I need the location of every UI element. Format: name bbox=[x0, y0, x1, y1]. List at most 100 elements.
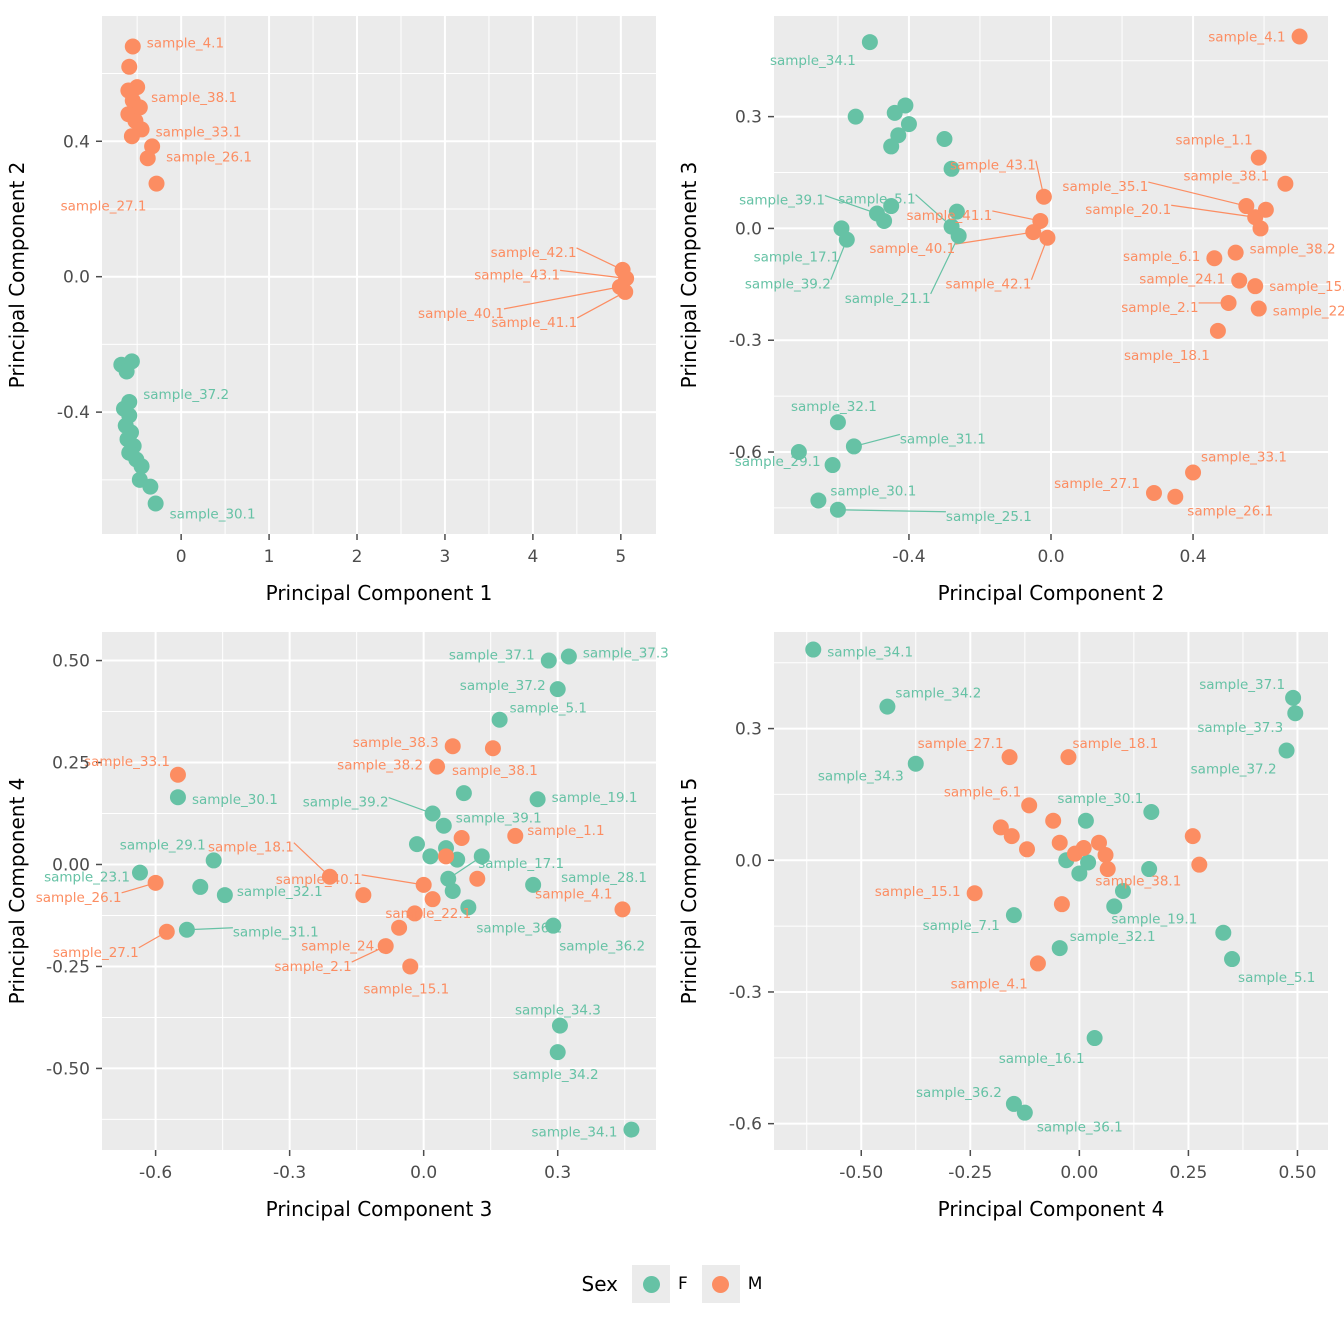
svg-text:sample_27.1: sample_27.1 bbox=[918, 736, 1004, 752]
svg-text:sample_19.1: sample_19.1 bbox=[552, 790, 638, 806]
svg-text:sample_4.1: sample_4.1 bbox=[951, 976, 1028, 992]
svg-text:sample_39.1: sample_39.1 bbox=[456, 811, 542, 827]
svg-text:sample_40.1: sample_40.1 bbox=[276, 872, 362, 888]
svg-text:sample_38.2: sample_38.2 bbox=[1250, 242, 1336, 258]
svg-text:sample_19.1: sample_19.1 bbox=[1111, 912, 1197, 928]
svg-text:sample_15.1: sample_15.1 bbox=[1269, 279, 1344, 295]
svg-text:3: 3 bbox=[440, 547, 451, 567]
svg-text:sample_37.3: sample_37.3 bbox=[583, 645, 669, 661]
scatter-svg: sample_34.1 sample_34.2 sample_34.3 sample_… bbox=[677, 632, 1328, 1221]
svg-text:sample_34.3: sample_34.3 bbox=[818, 769, 904, 785]
svg-text:sample_38.1: sample_38.1 bbox=[452, 763, 538, 779]
svg-text:0.3: 0.3 bbox=[544, 1163, 571, 1183]
svg-text:sample_33.1: sample_33.1 bbox=[156, 124, 242, 140]
svg-text:sample_34.2: sample_34.2 bbox=[895, 686, 981, 702]
svg-text:0.0: 0.0 bbox=[735, 851, 762, 871]
svg-text:sample_2.1: sample_2.1 bbox=[1121, 300, 1198, 316]
svg-text:sample_32.1: sample_32.1 bbox=[237, 884, 323, 900]
svg-text:0.0: 0.0 bbox=[410, 1163, 437, 1183]
scatter-svg: sample_34.1 sample_39.1 sample_17.1 sample_… bbox=[677, 16, 1344, 605]
svg-text:-0.3: -0.3 bbox=[729, 983, 762, 1003]
svg-text:sample_34.1: sample_34.1 bbox=[532, 1125, 618, 1141]
svg-text:sample_23.1: sample_23.1 bbox=[44, 870, 130, 886]
svg-text:sample_39.1: sample_39.1 bbox=[739, 193, 825, 209]
svg-text:sample_27.1: sample_27.1 bbox=[53, 945, 139, 961]
svg-text:0.50: 0.50 bbox=[52, 652, 90, 672]
svg-text:0.4: 0.4 bbox=[1180, 547, 1207, 567]
svg-text:sample_21.1: sample_21.1 bbox=[845, 291, 931, 307]
svg-text:sample_37.2: sample_37.2 bbox=[143, 387, 229, 403]
svg-text:-0.3: -0.3 bbox=[729, 331, 762, 351]
svg-text:sample_37.2: sample_37.2 bbox=[1191, 762, 1277, 778]
svg-text:sample_33.1: sample_33.1 bbox=[84, 754, 170, 770]
svg-text:sample_24.1: sample_24.1 bbox=[301, 939, 387, 955]
legend-entry-m: M bbox=[701, 1265, 763, 1303]
svg-text:sample_22.1: sample_22.1 bbox=[1273, 304, 1344, 320]
svg-text:-0.50: -0.50 bbox=[46, 1059, 90, 1079]
svg-text:sample_40.1: sample_40.1 bbox=[869, 241, 955, 257]
svg-text:sample_18.1: sample_18.1 bbox=[1072, 736, 1158, 752]
svg-text:sample_26.1: sample_26.1 bbox=[1187, 504, 1273, 520]
svg-text:sample_32.1: sample_32.1 bbox=[791, 399, 877, 415]
svg-text:sample_34.2: sample_34.2 bbox=[513, 1067, 599, 1083]
svg-text:sample_27.1: sample_27.1 bbox=[61, 199, 147, 215]
svg-text:sample_39.2: sample_39.2 bbox=[303, 795, 389, 811]
svg-text:Principal Component 4: Principal Component 4 bbox=[938, 1197, 1165, 1221]
svg-text:sample_35.1: sample_35.1 bbox=[1062, 179, 1148, 195]
svg-text:sample_6.1: sample_6.1 bbox=[1123, 249, 1200, 265]
svg-text:Principal Component 5: Principal Component 5 bbox=[677, 778, 701, 1005]
svg-text:sample_29.1: sample_29.1 bbox=[735, 454, 821, 470]
svg-text:sample_36.1: sample_36.1 bbox=[1037, 1120, 1123, 1136]
svg-text:sample_30.1: sample_30.1 bbox=[192, 792, 278, 808]
svg-text:sample_38.1: sample_38.1 bbox=[1183, 169, 1269, 185]
svg-text:sample_36.2: sample_36.2 bbox=[916, 1085, 1002, 1101]
svg-text:sample_7.1: sample_7.1 bbox=[923, 918, 1000, 934]
f-dot-icon bbox=[642, 1275, 660, 1293]
svg-text:sample_29.1: sample_29.1 bbox=[120, 837, 206, 853]
svg-text:sample_37.1: sample_37.1 bbox=[1199, 677, 1285, 693]
legend-label-f: F bbox=[678, 1274, 688, 1294]
svg-text:sample_33.1: sample_33.1 bbox=[1201, 450, 1287, 466]
svg-text:0.25: 0.25 bbox=[1169, 1163, 1207, 1183]
svg-text:-0.4: -0.4 bbox=[892, 547, 925, 567]
svg-text:sample_5.1: sample_5.1 bbox=[510, 701, 587, 717]
svg-text:sample_17.1: sample_17.1 bbox=[754, 249, 840, 265]
svg-text:sample_24.1: sample_24.1 bbox=[1139, 272, 1225, 288]
svg-text:sample_37.3: sample_37.3 bbox=[1197, 720, 1283, 736]
svg-text:0.3: 0.3 bbox=[735, 720, 762, 740]
svg-text:0.25: 0.25 bbox=[52, 754, 90, 774]
svg-text:sample_34.3: sample_34.3 bbox=[515, 1003, 601, 1019]
svg-text:sample_16.1: sample_16.1 bbox=[999, 1051, 1085, 1067]
svg-text:sample_31.1: sample_31.1 bbox=[900, 431, 986, 447]
svg-text:sample_38.3: sample_38.3 bbox=[353, 735, 439, 751]
legend-entry-f: F bbox=[632, 1265, 688, 1303]
svg-text:sample_32.1: sample_32.1 bbox=[1070, 929, 1156, 945]
svg-text:-0.25: -0.25 bbox=[948, 1163, 992, 1183]
svg-text:0: 0 bbox=[176, 547, 187, 567]
svg-text:0.3: 0.3 bbox=[735, 108, 762, 128]
svg-text:Principal Component 3: Principal Component 3 bbox=[266, 1197, 493, 1221]
svg-text:sample_6.1: sample_6.1 bbox=[944, 784, 1021, 800]
scatter-svg: sample_37.1 sample_37.3 sample_37.2 sample_… bbox=[5, 632, 669, 1221]
svg-text:sample_42.1: sample_42.1 bbox=[946, 277, 1032, 293]
svg-text:Principal Component 1: Principal Component 1 bbox=[266, 581, 493, 605]
svg-text:sample_38.2: sample_38.2 bbox=[337, 758, 423, 774]
svg-text:sample_36.1: sample_36.1 bbox=[476, 920, 562, 936]
svg-text:sample_43.1: sample_43.1 bbox=[474, 267, 560, 283]
svg-text:sample_5.1: sample_5.1 bbox=[838, 192, 915, 208]
svg-text:sample_4.1: sample_4.1 bbox=[1208, 29, 1285, 45]
svg-text:sample_26.1: sample_26.1 bbox=[36, 890, 122, 906]
scatter-svg: sample_4.1 sample_38.1 sample_33.1 sample_2… bbox=[5, 16, 656, 605]
svg-text:sample_39.2: sample_39.2 bbox=[745, 277, 831, 293]
legend-label-m: M bbox=[747, 1274, 763, 1294]
svg-text:-0.6: -0.6 bbox=[729, 443, 762, 463]
panel-pc1-vs-pc2: sample_4.1 sample_38.1 sample_33.1 sample_2… bbox=[0, 0, 672, 616]
svg-text:sample_41.1: sample_41.1 bbox=[491, 315, 577, 331]
svg-text:0.0: 0.0 bbox=[63, 268, 90, 288]
svg-text:1: 1 bbox=[264, 547, 275, 567]
svg-text:sample_36.2: sample_36.2 bbox=[559, 939, 645, 955]
pca-grid: sample_4.1 sample_38.1 sample_33.1 sample_2… bbox=[0, 0, 1344, 1221]
svg-text:-0.4: -0.4 bbox=[57, 403, 90, 423]
svg-text:0.00: 0.00 bbox=[1060, 1163, 1098, 1183]
